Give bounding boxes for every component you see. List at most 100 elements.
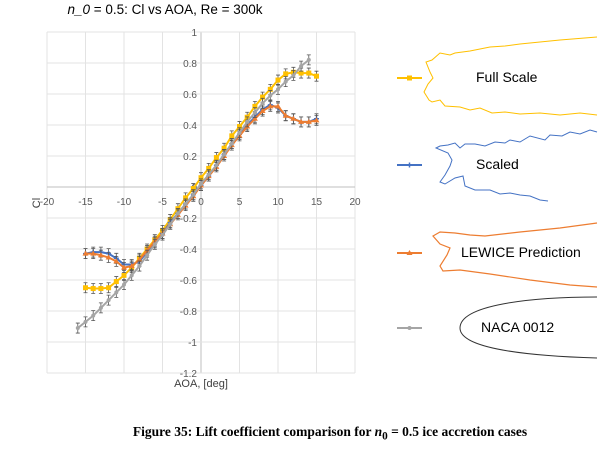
legend-marker — [407, 162, 412, 168]
x-tick-label: -15 — [78, 197, 93, 208]
data-point — [90, 286, 96, 292]
data-point — [260, 101, 265, 106]
y-tick-label: 0.6 — [183, 90, 197, 101]
data-point — [83, 319, 88, 324]
data-point — [251, 115, 258, 121]
data-point — [290, 115, 297, 121]
data-point — [275, 103, 281, 109]
data-point — [91, 313, 96, 318]
data-point — [168, 222, 173, 227]
data-point — [298, 70, 304, 76]
data-point — [191, 192, 196, 197]
caption-variable: n — [374, 424, 383, 439]
x-tick-label: -10 — [117, 197, 132, 208]
y-tick-label: -0.4 — [180, 245, 198, 256]
y-tick-label: 1 — [191, 28, 197, 39]
title-text: = 0.5: Cl vs AOA, Re = 300k — [89, 2, 263, 17]
y-tick-label: -0.6 — [180, 276, 198, 287]
data-point — [82, 250, 89, 256]
data-point — [90, 250, 97, 256]
legend-marker — [406, 250, 413, 255]
data-point — [98, 286, 104, 292]
data-point — [306, 70, 312, 76]
legend-label-naca: NACA 0012 — [481, 319, 555, 335]
data-point — [267, 103, 274, 109]
caption-text: Figure 35: Lift coefficient comparison f… — [132, 424, 375, 439]
data-point — [183, 195, 189, 201]
data-point — [121, 264, 127, 270]
data-point — [199, 181, 203, 186]
data-point — [129, 273, 134, 278]
data-point — [83, 285, 88, 291]
legend-label-full-scale: Full Scale — [476, 69, 538, 85]
x-tick-label: 15 — [311, 197, 323, 208]
data-point — [259, 108, 266, 114]
data-point — [121, 272, 127, 278]
data-point — [105, 254, 112, 260]
data-point — [160, 233, 165, 238]
ice-shape-illustrations — [423, 36, 598, 359]
data-point — [298, 118, 305, 124]
data-point — [305, 118, 312, 124]
data-point — [128, 263, 135, 269]
data-point — [237, 130, 242, 135]
data-point — [198, 175, 204, 181]
legend-label-scaled: Scaled — [476, 156, 519, 172]
data-point — [97, 252, 104, 258]
data-point — [183, 202, 188, 207]
x-tick-label: 0 — [198, 197, 204, 208]
caption-suffix: = 0.5 ice accretion cases — [387, 424, 528, 439]
data-point — [291, 73, 296, 78]
data-point — [145, 253, 150, 258]
data-point — [229, 141, 234, 146]
data-point — [267, 86, 273, 92]
x-axis-label: AOA, [deg] — [174, 378, 228, 390]
data-point — [252, 103, 258, 109]
full-scale-ice-shape — [423, 36, 598, 116]
legend — [397, 75, 422, 330]
scaled-ice-shape — [434, 129, 598, 202]
legend-marker — [407, 326, 412, 330]
data-point — [221, 145, 227, 151]
y-axis-label: Cl — [31, 198, 43, 208]
data-point — [122, 282, 126, 287]
data-point — [98, 305, 103, 310]
series-naca-0012 — [75, 54, 311, 334]
x-tick-label: 20 — [349, 197, 361, 208]
data-point — [275, 77, 281, 83]
data-point — [268, 93, 273, 98]
figure-caption: Figure 35: Lift coefficient comparison f… — [0, 424, 615, 443]
y-tick-label: -0.2 — [180, 214, 198, 225]
data-point — [283, 71, 289, 77]
caption-subscript: 0 — [382, 430, 388, 443]
data-point — [136, 256, 143, 262]
data-point — [214, 163, 219, 168]
data-point — [206, 172, 211, 177]
data-point — [190, 186, 196, 192]
legend-label-lewice: LEWICE Prediction — [461, 244, 581, 260]
data-point — [213, 155, 219, 161]
x-tick-label: -5 — [158, 197, 167, 208]
data-point — [206, 165, 212, 171]
data-point — [75, 326, 80, 331]
data-point — [114, 290, 119, 295]
data-point — [137, 264, 142, 269]
data-point — [113, 258, 120, 264]
data-point — [283, 79, 288, 84]
data-point — [314, 73, 319, 79]
data-point — [260, 94, 266, 100]
chart-title: n_0 = 0.5: Cl vs AOA, Re = 300k — [0, 2, 330, 17]
data-point — [222, 152, 227, 157]
data-point — [106, 298, 111, 303]
y-tick-label: -1.2 — [180, 369, 198, 380]
legend-marker — [407, 75, 412, 81]
x-tick-label: 5 — [237, 197, 243, 208]
data-point — [152, 242, 157, 247]
data-point — [282, 112, 289, 118]
data-point — [313, 117, 320, 123]
y-tick-label: -0.8 — [180, 307, 198, 318]
data-point — [299, 64, 304, 69]
data-point — [237, 124, 242, 130]
data-point — [245, 119, 250, 124]
